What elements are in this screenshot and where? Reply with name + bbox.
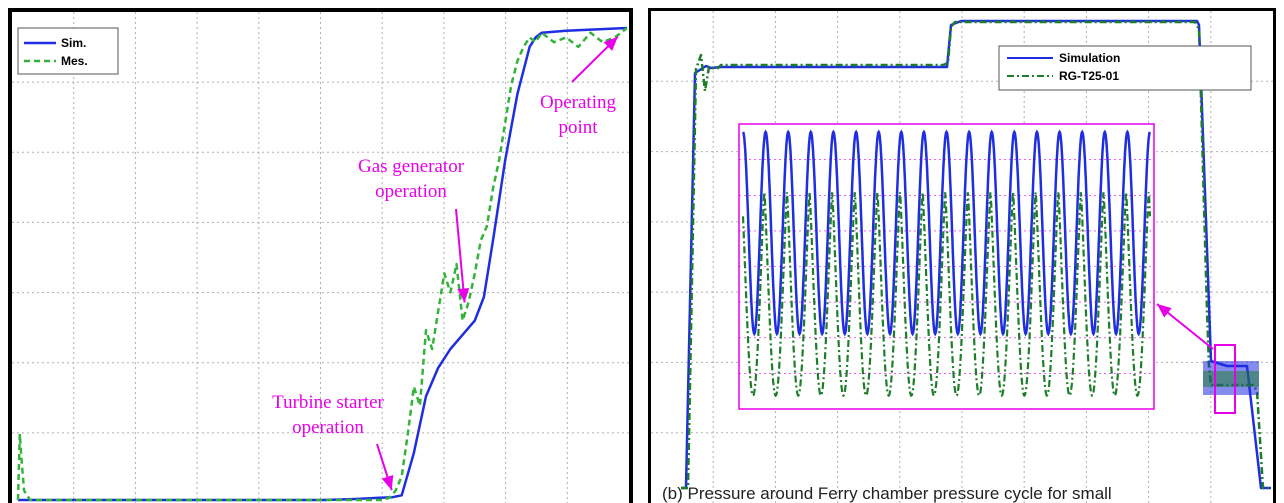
- annotation-line: point: [558, 117, 598, 138]
- annotation-operating-point: Operating point: [540, 92, 616, 138]
- annotation-line: Turbine starter: [272, 392, 384, 413]
- annotation-line: operation: [292, 417, 364, 438]
- annotation-line: Gas generator: [358, 156, 465, 177]
- legend: Simulation RG-T25-01: [998, 45, 1252, 91]
- noise-band-meas: [1203, 371, 1259, 387]
- annotation-arrow-gas-generator-shaft: [455, 208, 466, 303]
- annotation-gas-generator: Gas generator operation: [358, 156, 465, 202]
- legend: Sim. Mes.: [17, 27, 119, 75]
- chart-right-panel: Simulation RG-T25-01: [648, 8, 1276, 503]
- legend-label-mes: Mes.: [61, 54, 88, 68]
- figure-caption: (b) Pressure around Ferry chamber pressu…: [662, 484, 1112, 503]
- series-line-mes: [16, 27, 628, 502]
- chart-left-panel: Sim. Mes. Operating point Gas generator opera…: [8, 8, 633, 503]
- zoom-arrow-head: [1157, 304, 1172, 318]
- legend-box: [998, 45, 1252, 91]
- legend-label-rg-t25-01: RG-T25-01: [1059, 69, 1119, 83]
- inset-series-simulation: [741, 129, 1152, 337]
- chart-right: Simulation RG-T25-01: [651, 11, 1273, 503]
- annotation-line: Operating: [540, 92, 616, 113]
- inset-series-rg-t25-01: [741, 192, 1152, 398]
- annotation-arrow-turbine-starter-head: [381, 475, 394, 491]
- annotation-line: operation: [375, 181, 447, 202]
- annotation-turbine-starter: Turbine starter operation: [272, 392, 384, 438]
- legend-label-simulation: Simulation: [1059, 51, 1120, 65]
- chart-left: Sim. Mes. Operating point Gas generator opera…: [12, 12, 629, 503]
- legend-label-sim: Sim.: [61, 36, 86, 50]
- legend-box: [17, 27, 119, 75]
- annotation-arrow-gas-generator-head: [457, 287, 470, 303]
- annotation-arrow-operating-point-head: [603, 36, 618, 51]
- zoom-region-box: [1214, 344, 1236, 414]
